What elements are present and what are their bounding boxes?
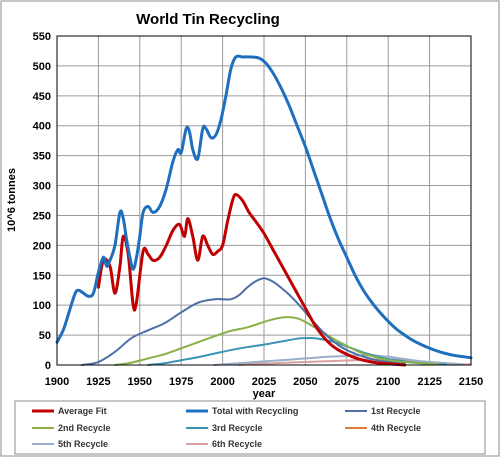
y-tick-label: 350	[33, 151, 51, 163]
y-tick-label: 550	[33, 31, 51, 43]
y-tick-label: 400	[33, 121, 51, 133]
legend-label: Total with Recycling	[212, 406, 298, 416]
series-lines	[55, 54, 473, 367]
legend-item: Total with Recycling	[186, 406, 298, 416]
series-line-total-with-recycling	[55, 54, 473, 360]
series-line-2nd-recycle	[113, 316, 439, 366]
legend-label: 1st Recycle	[371, 406, 421, 416]
legend-label: Average Fit	[58, 406, 107, 416]
legend-box	[14, 400, 486, 455]
x-tick-label: 2100	[376, 376, 400, 388]
legend-item: 3rd Recycle	[186, 423, 263, 433]
x-tick-label: 2025	[252, 376, 276, 388]
x-tick-label: 2075	[335, 376, 359, 388]
legend-item: 4th Recycle	[345, 423, 421, 433]
x-tick-label: 1900	[45, 376, 69, 388]
y-tick-label: 450	[33, 91, 51, 103]
y-tick-label: 250	[33, 210, 51, 222]
y-tick-label: 50	[39, 330, 51, 342]
x-tick-label: 2125	[417, 376, 441, 388]
series-line-1st-recycle	[80, 277, 406, 366]
x-tick-label: 1925	[86, 376, 110, 388]
y-tick-label: 300	[33, 181, 51, 193]
x-tick-label: 2150	[459, 376, 483, 388]
y-tick-labels: 0 50 100 150 200 250 300 350 400 450 500 550	[33, 31, 51, 372]
series-line-average-fit	[96, 193, 407, 367]
x-tick-label: 2050	[293, 376, 317, 388]
x-tick-label: 1950	[128, 376, 152, 388]
x-tick-label: 2000	[210, 376, 234, 388]
y-tick-label: 0	[45, 360, 51, 372]
legend: Average Fit Total with Recycling 1st Recyc…	[32, 406, 421, 449]
y-axis-label: 10^6 tonnes	[6, 168, 18, 232]
chart-title: World Tin Recycling	[136, 11, 280, 28]
legend-item: 1st Recycle	[345, 406, 421, 416]
legend-label: 4th Recycle	[371, 423, 421, 433]
x-tick-labels: 1900 1925 1950 1975 2000 2025 2050 2075 2100 2125…	[45, 376, 483, 388]
y-tick-label: 150	[33, 270, 51, 282]
y-tick-label: 100	[33, 300, 51, 312]
y-tick-label: 200	[33, 240, 51, 252]
legend-item: 5th Recycle	[32, 439, 108, 449]
legend-label: 5th Recycle	[58, 439, 108, 449]
legend-label: 2nd Recycle	[58, 423, 111, 433]
legend-item: 6th Recycle	[186, 439, 262, 449]
x-axis-label: year	[253, 388, 276, 400]
legend-label: 3rd Recycle	[212, 423, 263, 433]
legend-label: 6th Recycle	[212, 439, 262, 449]
legend-item: 2nd Recycle	[32, 423, 111, 433]
plot-area-border	[56, 35, 472, 366]
y-tick-label: 500	[33, 61, 51, 73]
legend-item: Average Fit	[32, 406, 107, 416]
x-tick-label: 1975	[169, 376, 193, 388]
